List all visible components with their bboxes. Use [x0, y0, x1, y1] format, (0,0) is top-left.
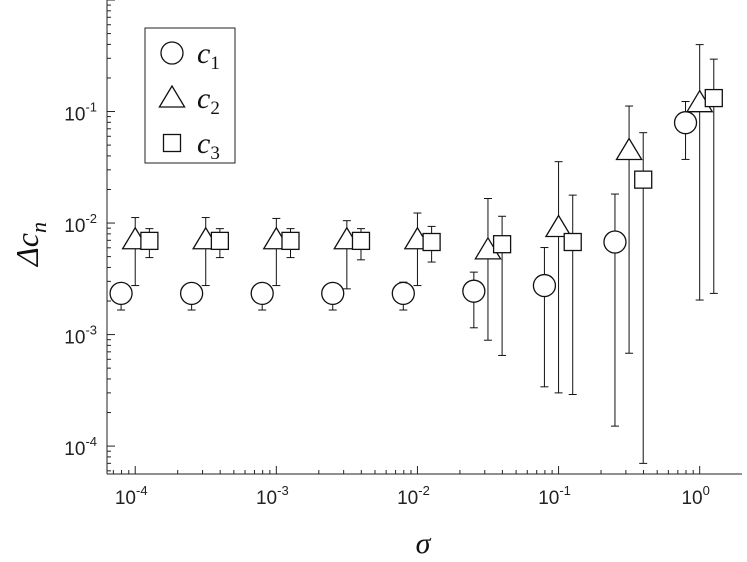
y-axis-title: Δcn — [9, 222, 51, 268]
data-point-triangle — [544, 214, 573, 238]
legend-marker-triangle — [158, 84, 186, 108]
data-point-circle — [179, 281, 204, 306]
data-point-square — [351, 231, 371, 251]
data-point-circle — [109, 281, 133, 306]
legend-marker-circle — [160, 41, 184, 65]
data-point-circle — [532, 273, 557, 298]
y-tick-label: 10-3 — [64, 323, 97, 349]
legend-label: c3 — [197, 127, 220, 164]
data-point-square — [210, 231, 230, 251]
data-point-square — [704, 88, 723, 108]
y-tick-label: 10-1 — [64, 100, 97, 126]
data-point-circle — [250, 281, 274, 306]
legend: c1 c2 c3 — [144, 27, 236, 164]
y-tick-label: 10-2 — [64, 211, 97, 237]
series-c3 — [140, 58, 723, 464]
series-c1 — [109, 100, 698, 427]
data-point-triangle — [615, 137, 643, 161]
data-point-square — [281, 231, 300, 251]
x-tick-label: 10-4 — [115, 483, 148, 509]
data-point-square — [563, 232, 582, 252]
data-point-circle — [673, 111, 698, 135]
legend-box — [144, 27, 236, 164]
legend-label: c2 — [197, 82, 220, 119]
data-point-square — [422, 232, 441, 252]
plot-axes: 10-4 10-3 10-2 10-1 100 10-4 10-3 10-2 10-1 — [64, 0, 742, 509]
legend-marker-square — [162, 133, 182, 153]
data-point-square — [140, 231, 159, 251]
x-tick-label: 100 — [681, 483, 709, 509]
y-axis-title-subscript: n — [26, 222, 51, 233]
data-point-circle — [321, 281, 345, 306]
data-point-square — [492, 235, 512, 254]
data-point-square — [634, 170, 653, 189]
y-axis-title-symbol: Δc — [9, 233, 45, 268]
x-tick-label: 10-1 — [538, 483, 571, 509]
plot-marks — [109, 44, 723, 464]
data-point-circle — [603, 230, 627, 254]
data-point-circle — [462, 279, 486, 303]
legend-label: c1 — [197, 37, 220, 74]
y-tick-label: 10-4 — [64, 434, 97, 460]
x-axis-title: σ — [416, 527, 432, 560]
data-point-circle — [391, 281, 415, 306]
x-tick-label: 10-3 — [256, 483, 289, 509]
x-tick-label: 10-2 — [397, 483, 430, 509]
